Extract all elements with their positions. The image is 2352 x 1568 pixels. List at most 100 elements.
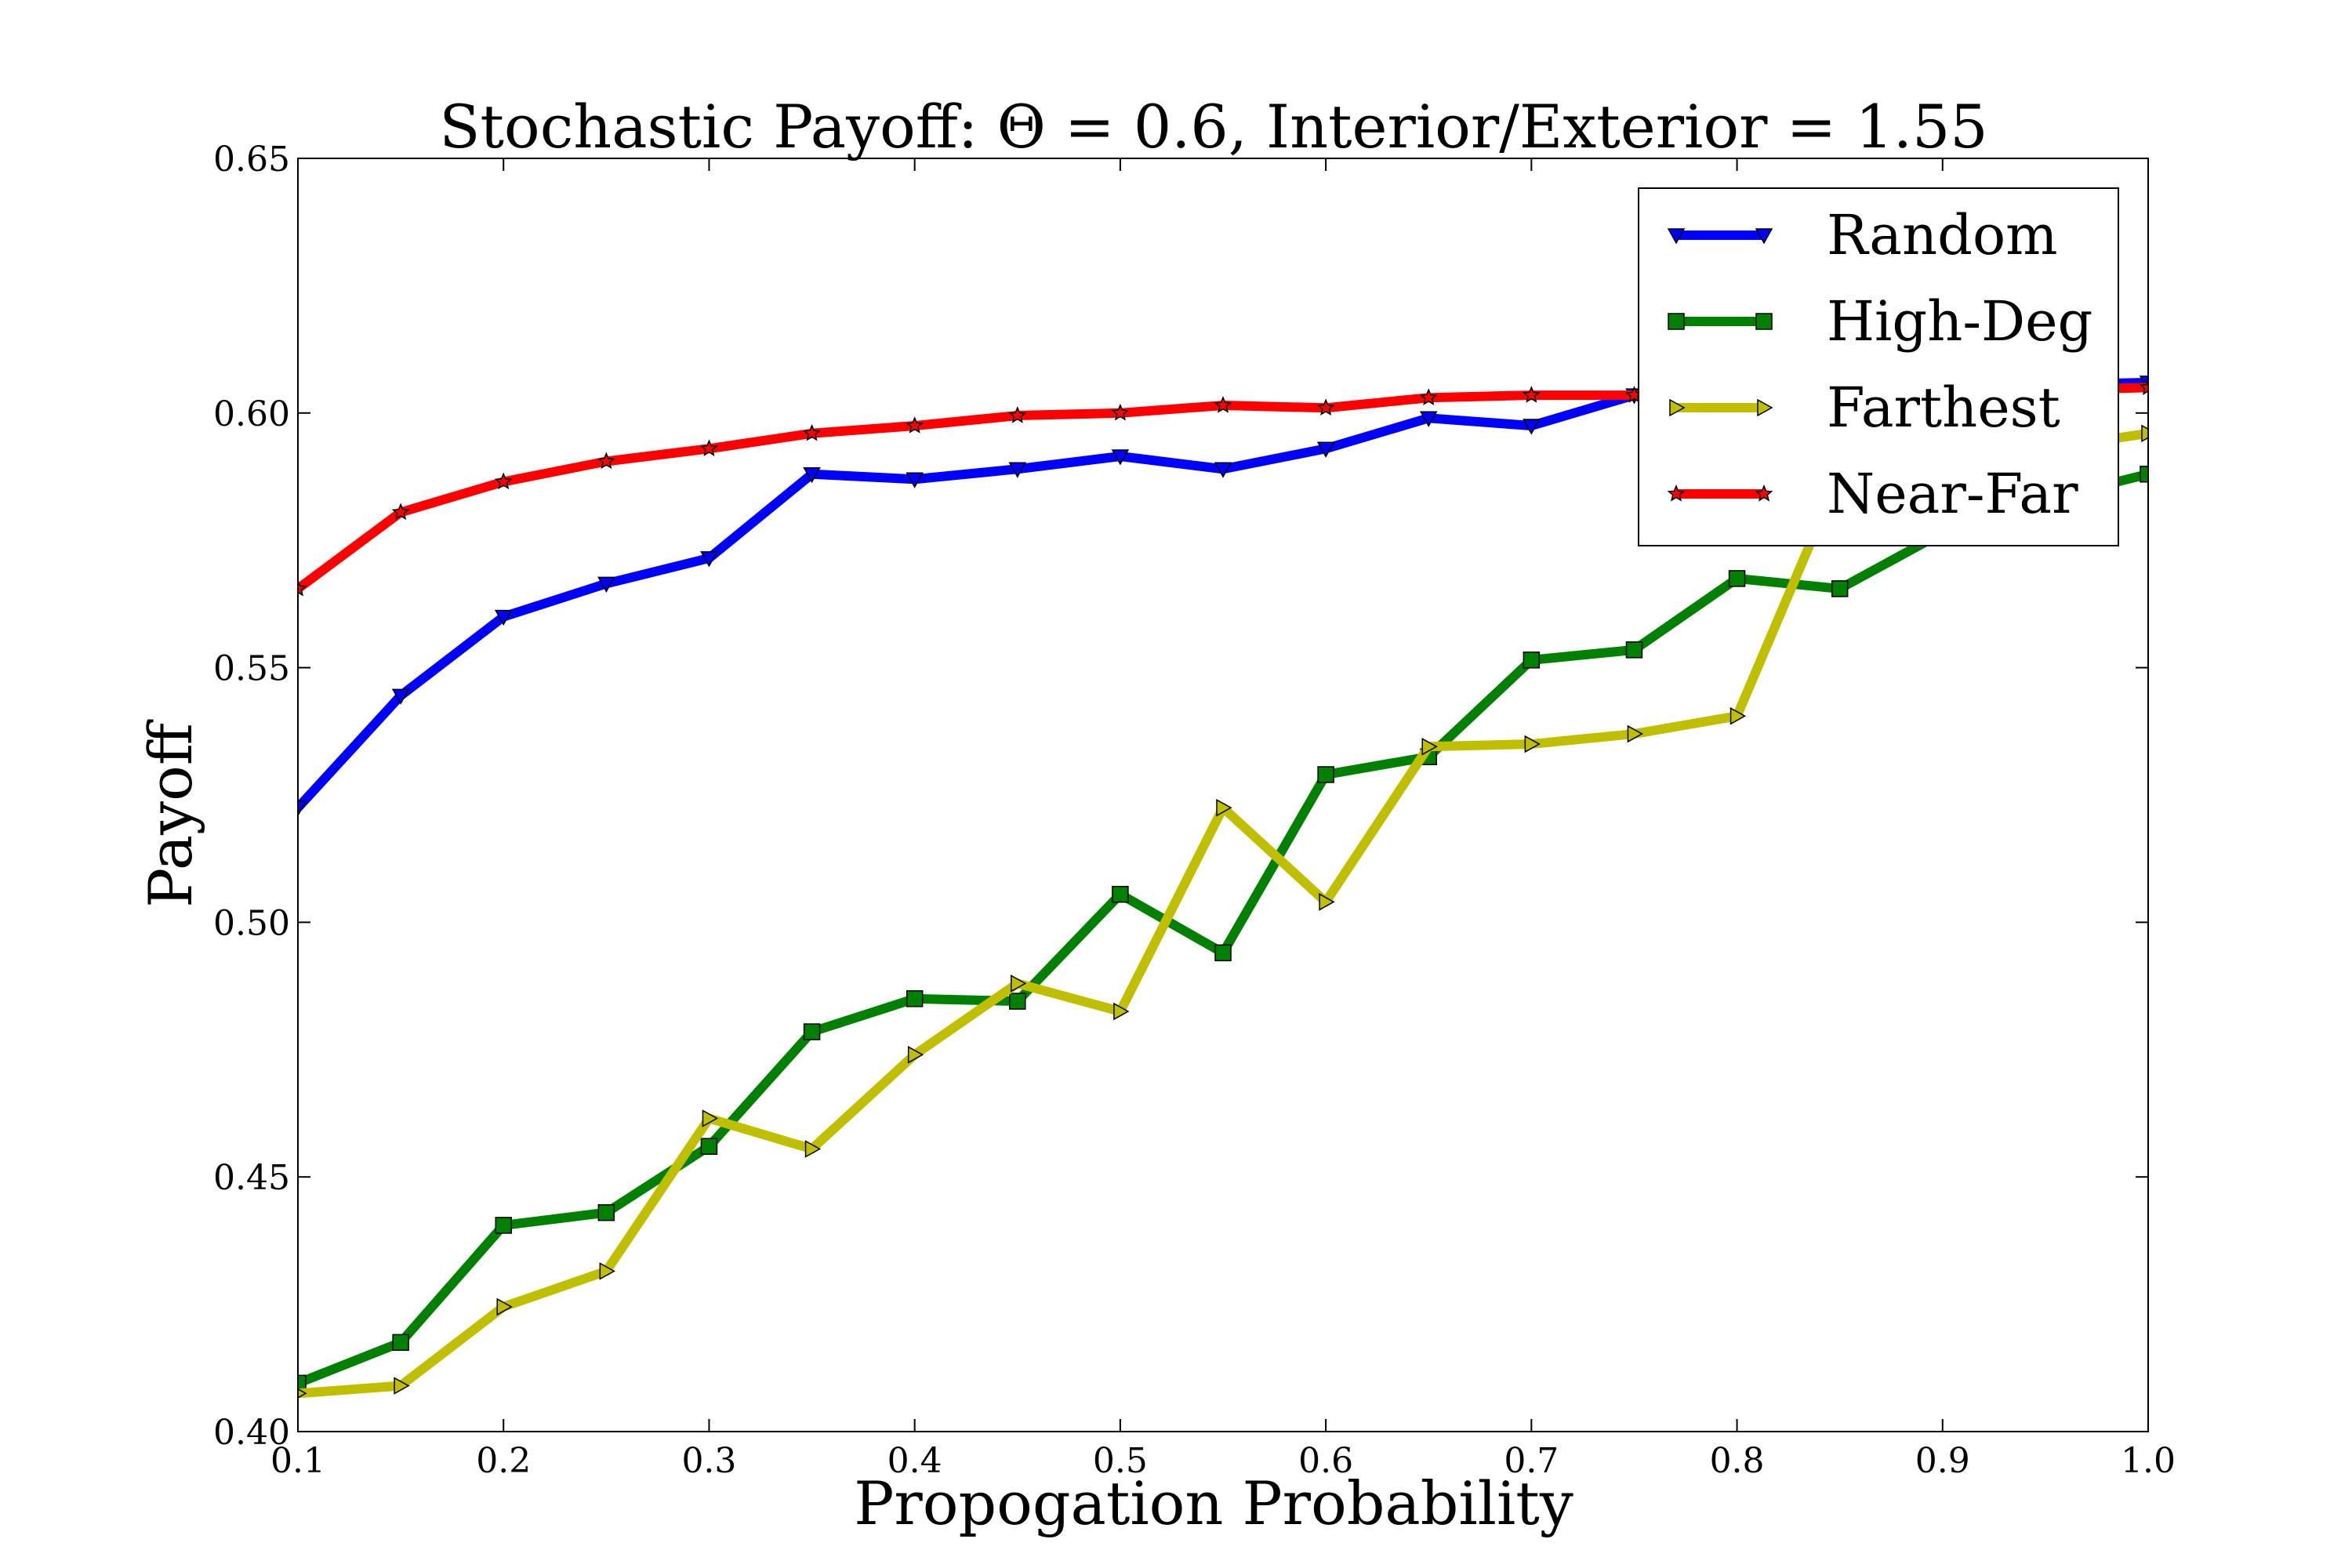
y-tick-label: 0.55 (213, 649, 290, 689)
x-tick-label: 0.7 (1504, 1441, 1559, 1481)
data-point (1317, 766, 1334, 783)
legend-entry: Random (1667, 203, 2057, 267)
legend-label: Farthest (1827, 376, 2060, 440)
data-point (1319, 893, 1335, 911)
data-point (1008, 462, 1027, 478)
data-point (906, 990, 924, 1007)
data-point (1524, 735, 1541, 753)
legend-entry: Near-Far (1667, 462, 2078, 526)
data-point (1111, 403, 1130, 421)
legend-marker-start (1667, 228, 1686, 245)
data-point (1011, 975, 1027, 993)
data-point (1008, 406, 1027, 423)
y-tick-label: 0.40 (213, 1413, 290, 1453)
data-point (1316, 441, 1335, 458)
x-tick-label: 0.1 (270, 1441, 325, 1481)
legend-marker-start (1669, 398, 1686, 417)
legend-marker-end (1755, 485, 1773, 502)
legend-marker-end (1755, 228, 1773, 245)
series-line (298, 428, 2148, 1399)
data-point (2141, 424, 2148, 443)
data-point (392, 1334, 409, 1352)
data-point (394, 1377, 410, 1395)
legend-label: Random (1827, 203, 2057, 267)
data-point (298, 1374, 307, 1392)
y-tick-label: 0.45 (213, 1158, 290, 1198)
legend-entry: High-Deg (1668, 289, 2092, 354)
y-tick-label: 0.60 (213, 394, 290, 434)
legend-marker-start (1667, 485, 1686, 502)
x-tick-label: 0.5 (1093, 1441, 1148, 1481)
data-point (496, 1298, 513, 1316)
data-point (1523, 652, 1541, 669)
data-point (1113, 1002, 1130, 1021)
data-point (391, 688, 410, 705)
data-point (803, 423, 821, 441)
data-point (700, 551, 718, 568)
x-tick-label: 0.3 (681, 1441, 736, 1481)
data-point (298, 579, 307, 597)
data-point (803, 1023, 821, 1040)
axes: 0.1 0.2 0.3 0.4 0.5 0.6 0.7 0.8 0.9 1.0 0.40 0.45 0.… (213, 140, 2176, 1481)
data-point (495, 1217, 512, 1234)
y-axis-label: Payoff (136, 719, 205, 908)
data-point (1627, 724, 1643, 743)
y-tick-label: 0.65 (213, 140, 290, 180)
data-point (1216, 798, 1232, 817)
legend-entry: Farthest (1669, 376, 2060, 440)
data-point (803, 467, 821, 484)
data-point (597, 1203, 615, 1221)
data-point (1112, 885, 1129, 903)
data-point (906, 416, 924, 434)
data-point (1523, 419, 1541, 435)
x-tick-label: 0.9 (1915, 1441, 1970, 1481)
data-point (597, 452, 615, 470)
data-point (1214, 462, 1232, 478)
plot-frame (297, 158, 2149, 1432)
data-point (1316, 398, 1335, 416)
data-point (700, 1138, 718, 1155)
data-point (804, 1140, 822, 1158)
data-point (1728, 570, 1746, 587)
data-point (391, 503, 410, 521)
data-point (1009, 993, 1026, 1010)
data-point (599, 1262, 615, 1280)
data-point (298, 800, 307, 817)
legend-marker-start (1668, 313, 1685, 330)
chart-title: Stochastic Payoff: Θ = 0.6, Interior/Ext… (439, 92, 1987, 162)
data-point (1111, 449, 1130, 466)
legend: Random High-Deg Farthest Near-Far (1638, 187, 2119, 546)
x-tick-label: 0.8 (1710, 1441, 1765, 1481)
series-high-deg (298, 466, 2148, 1392)
data-point (907, 1046, 924, 1064)
data-point (1831, 580, 1849, 597)
y-tick-label: 0.50 (213, 903, 290, 943)
data-point (1730, 707, 1747, 725)
data-point (1419, 388, 1438, 405)
x-tick-label: 0.2 (476, 1441, 531, 1481)
data-point (702, 1109, 718, 1127)
data-point (494, 609, 513, 626)
data-point (1625, 641, 1643, 659)
x-axis-label: Propogation Probability (854, 1468, 1573, 1538)
data-point (1214, 944, 1232, 962)
x-tick-label: 0.4 (887, 1441, 942, 1481)
data-point (1522, 386, 1541, 403)
legend-marker-end (1755, 313, 1773, 330)
data-point (1419, 411, 1438, 427)
x-tick-label: 1.0 (2121, 1441, 2176, 1481)
legend-label: High-Deg (1827, 289, 2092, 354)
data-point (2139, 378, 2148, 395)
data-point (906, 472, 924, 488)
legend-box (1638, 187, 2119, 546)
data-point (1421, 738, 1438, 756)
data-point (597, 576, 615, 593)
data-point (494, 472, 513, 490)
x-tick-label: 0.6 (1298, 1441, 1353, 1481)
data-point (2140, 466, 2148, 483)
legend-marker-end (1757, 398, 1773, 417)
legend-label: Near-Far (1827, 462, 2078, 526)
series-line (298, 469, 2148, 1388)
data-point (700, 439, 718, 456)
